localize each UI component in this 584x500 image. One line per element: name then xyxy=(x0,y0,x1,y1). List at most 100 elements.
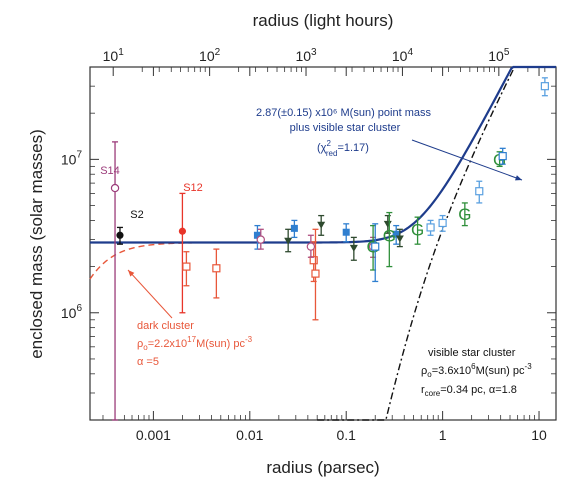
data-point xyxy=(392,224,400,245)
vis-rho-sub: o xyxy=(427,370,432,379)
x2-tick-exponent: 4 xyxy=(407,47,413,58)
data-point xyxy=(438,214,447,232)
x2-tick-exponent: 3 xyxy=(311,47,317,58)
point-mass-fit-curve xyxy=(90,65,556,244)
data-point xyxy=(116,226,124,245)
marker-open-circle xyxy=(256,235,265,244)
marker-open-square xyxy=(182,262,191,271)
fit-arrow-head xyxy=(515,175,522,181)
fit-annotation-line-1: 2.87(±0.15) x10⁶ M(sun) point mass xyxy=(256,107,432,119)
label-s2: S2 xyxy=(130,209,143,221)
data-point: G xyxy=(411,216,424,245)
data-point xyxy=(306,234,316,258)
vis-rho-exp: 6 xyxy=(471,362,476,371)
marker-g: G xyxy=(458,205,471,224)
y-tick-base: 10 xyxy=(61,151,77,167)
data-points: GGGGG xyxy=(110,77,549,421)
chi-sup: 2 xyxy=(326,139,331,148)
x2-tick-exponent: 5 xyxy=(504,47,510,58)
y-tick-exponent: 7 xyxy=(76,149,82,160)
dark-cluster-arrow xyxy=(127,269,173,319)
dark-rho-unit-exp: -3 xyxy=(245,335,253,344)
y-tick-label: 107 xyxy=(61,149,83,167)
marker-open-square xyxy=(426,223,435,232)
vis-rho-eq: =3.6x10 xyxy=(432,365,471,377)
data-point xyxy=(182,251,191,287)
marker-filled-circle xyxy=(178,227,187,235)
data-point xyxy=(540,77,549,97)
x-tick-label: 10 xyxy=(531,427,547,443)
x2-tick-label: 105 xyxy=(488,47,510,64)
data-point xyxy=(212,248,221,299)
x-tick-label: 0.01 xyxy=(236,427,263,443)
data-point xyxy=(110,141,120,421)
marker-open-square xyxy=(498,152,507,161)
model-curves xyxy=(89,65,556,421)
marker-g: G xyxy=(411,220,424,239)
data-point xyxy=(475,180,484,204)
chi-sub: red xyxy=(326,149,338,158)
visible-cluster-title: visible star cluster xyxy=(428,347,516,359)
x2-tick-label: 104 xyxy=(392,47,414,64)
y-axis-title: enclosed mass (solar masses) xyxy=(27,129,46,359)
vis-r-rest: =0.34 pc, α=1.8 xyxy=(440,384,517,396)
x-tick-label: 0.1 xyxy=(336,427,356,443)
fit-annotation: 2.87(±0.15) x10⁶ M(sun) point mass plus … xyxy=(256,107,434,134)
data-point xyxy=(371,223,380,283)
marker-open-square xyxy=(540,82,549,91)
marker-filled-square xyxy=(342,228,350,236)
fit-annotation-line-2: plus visible star cluster xyxy=(290,122,401,134)
x2-tick-base: 10 xyxy=(488,48,504,64)
dark-cluster-density: ρo=2.2x1017M(sun) pc-3 xyxy=(137,335,253,352)
marker-filled-circle xyxy=(116,231,124,239)
visible-cluster-density: ρo=3.6x106M(sun) pc-3 xyxy=(421,362,532,379)
data-point: G xyxy=(458,202,471,227)
x-tick-label: 1 xyxy=(439,427,447,443)
marker-open-square xyxy=(311,269,320,278)
x2-tick-base: 10 xyxy=(392,48,408,64)
fit-annotation-chi: (χ2 red=1.17) xyxy=(317,139,369,158)
annotation-arrows xyxy=(127,139,523,319)
label-s12: S12 xyxy=(183,182,203,194)
vis-rho: ρ xyxy=(421,365,427,377)
dark-cluster-arrow-head xyxy=(128,270,135,277)
data-point xyxy=(349,236,358,261)
marker-open-square xyxy=(475,187,484,196)
chi-close: =1.17) xyxy=(337,142,369,154)
dark-cluster-alpha: α =5 xyxy=(137,356,159,368)
data-point xyxy=(178,192,187,314)
dark-rho: ρ xyxy=(137,338,143,350)
data-point xyxy=(395,228,404,248)
marker-open-circle xyxy=(110,183,120,193)
vis-rho-unit-exp: -3 xyxy=(525,362,533,371)
dark-cluster-title: dark cluster xyxy=(137,320,194,332)
x2-tick-label: 101 xyxy=(103,47,125,64)
marker-triangle xyxy=(395,235,404,243)
marker-open-square xyxy=(212,264,221,273)
data-point: G xyxy=(383,211,396,268)
marker-open-square xyxy=(438,218,447,228)
data-point xyxy=(317,214,326,236)
y-tick-exponent: 6 xyxy=(76,303,82,314)
marker-triangle xyxy=(349,244,358,252)
marker-g: G xyxy=(383,226,396,245)
marker-triangle xyxy=(284,237,293,245)
data-point xyxy=(290,219,298,239)
data-point xyxy=(498,147,507,165)
x2-tick-base: 10 xyxy=(103,48,119,64)
data-point xyxy=(311,228,320,321)
x2-tick-label: 102 xyxy=(199,47,221,64)
data-point xyxy=(342,223,350,243)
fit-arrow xyxy=(411,139,523,181)
x2-tick-base: 10 xyxy=(295,48,311,64)
marker-open-circle xyxy=(306,242,316,251)
data-point xyxy=(256,228,265,250)
data-point xyxy=(284,228,293,253)
x2-tick-exponent: 2 xyxy=(215,47,221,58)
x-tick-label: 0.001 xyxy=(136,427,171,443)
data-point xyxy=(426,219,435,236)
x2-axis-title: radius (light hours) xyxy=(253,11,394,30)
marker-filled-square xyxy=(253,231,261,239)
y-tick-base: 10 xyxy=(61,305,77,321)
